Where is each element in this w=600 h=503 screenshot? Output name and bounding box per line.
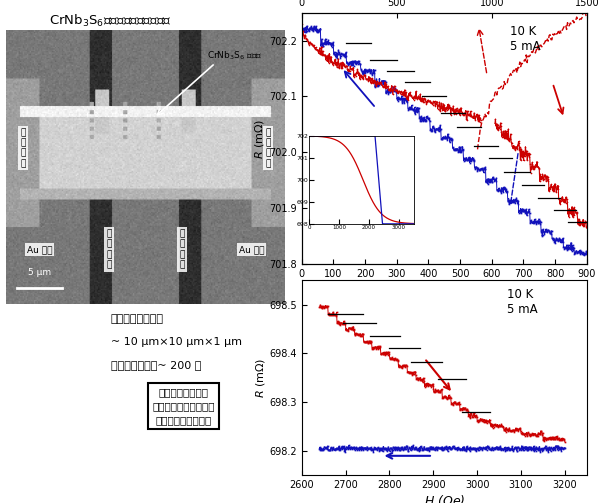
Y-axis label: $R$ (mΩ): $R$ (mΩ)	[253, 118, 266, 158]
Text: 電気信号の変化は
最小ステップの整数倍
に離散化（量子化）: 電気信号の変化は 最小ステップの整数倍 に離散化（量子化）	[152, 387, 215, 426]
Text: CrNb$_3$S$_6$ 単結晶: CrNb$_3$S$_6$ 単結晶	[207, 49, 263, 62]
Text: Au 電極: Au 電極	[239, 245, 264, 254]
Text: 電
圧
端
子: 電 圧 端 子	[107, 229, 112, 270]
Text: Au 電極: Au 電極	[27, 245, 52, 254]
Text: 10 K
5 mA: 10 K 5 mA	[510, 25, 541, 53]
Text: 10 K
5 mA: 10 K 5 mA	[507, 288, 538, 316]
Text: ~ 10 μm×10 μm×1 μm: ~ 10 μm×10 μm×1 μm	[110, 337, 242, 347]
Text: CrNb$_3$S$_6$の微小単結晶デバイス: CrNb$_3$S$_6$の微小単結晶デバイス	[49, 13, 172, 29]
Text: 電
流
端
子: 電 流 端 子	[266, 128, 271, 168]
Text: 5 μm: 5 μm	[28, 268, 51, 277]
Text: 電
流
端
子: 電 流 端 子	[20, 128, 25, 168]
X-axis label: $H$ (Oe): $H$ (Oe)	[424, 493, 465, 503]
Text: ねじれの総数：~ 200 ケ: ねじれの総数：~ 200 ケ	[110, 360, 201, 370]
Text: 電
圧
端
子: 電 圧 端 子	[179, 229, 184, 270]
Y-axis label: $R$ (mΩ): $R$ (mΩ)	[254, 358, 266, 398]
Text: デバイスサイズ：: デバイスサイズ：	[110, 314, 164, 324]
